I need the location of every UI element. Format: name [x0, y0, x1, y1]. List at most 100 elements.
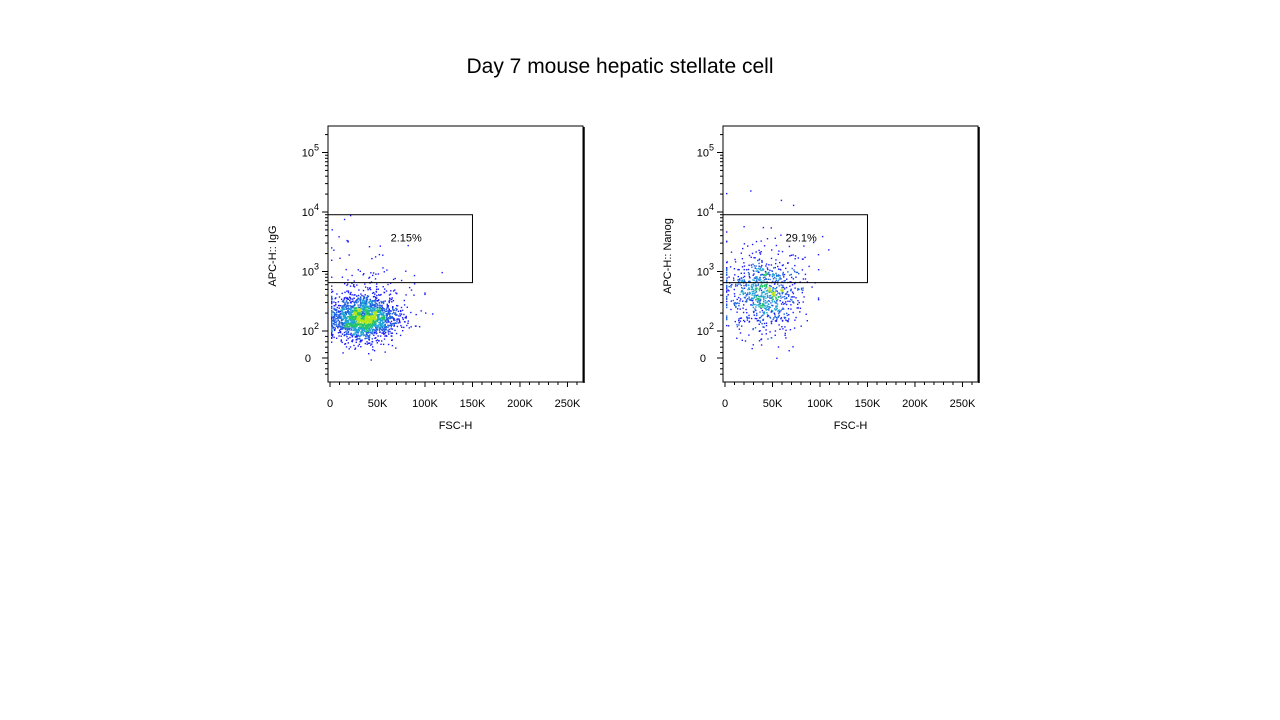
event-dot	[346, 301, 348, 304]
event-dot	[342, 300, 345, 302]
event-dot	[382, 311, 384, 314]
event-dot	[349, 316, 351, 318]
event-dot	[413, 274, 416, 277]
event-dot	[776, 357, 778, 359]
event-dot	[748, 314, 750, 317]
event-dot	[382, 316, 385, 319]
event-dot	[376, 309, 378, 312]
event-dot	[383, 315, 386, 318]
event-dot	[787, 320, 789, 323]
event-dot	[339, 314, 341, 316]
event-dot	[425, 312, 427, 314]
event-dot	[764, 276, 766, 278]
event-dot	[778, 315, 780, 317]
x-tick-label: 100K	[807, 398, 833, 410]
event-dot	[355, 330, 358, 332]
event-dot	[365, 304, 367, 306]
event-dot	[368, 321, 370, 323]
event-dot	[759, 299, 761, 302]
event-dot	[782, 301, 784, 303]
event-dot	[768, 287, 770, 289]
event-dot	[374, 313, 377, 315]
event-dot	[759, 287, 762, 290]
event-dot	[340, 316, 342, 318]
event-dot	[389, 315, 391, 317]
event-dot	[362, 303, 364, 305]
event-dot	[780, 199, 783, 202]
event-dot	[382, 331, 384, 333]
event-dot	[385, 316, 388, 318]
event-dot	[726, 295, 728, 298]
event-dot	[739, 278, 741, 280]
event-dot	[739, 283, 741, 285]
event-dot	[742, 287, 744, 290]
event-dot	[332, 326, 334, 328]
event-dot	[374, 303, 377, 305]
event-dot	[753, 285, 755, 287]
event-dot	[376, 308, 379, 310]
event-dot	[774, 302, 776, 304]
event-dot	[742, 292, 745, 295]
event-dot	[348, 311, 350, 313]
y-tick-label: 10	[697, 207, 709, 219]
event-dot	[758, 265, 760, 268]
event-dot	[743, 284, 745, 287]
event-dot	[741, 289, 743, 292]
event-dot	[760, 274, 763, 276]
event-dot	[770, 285, 772, 288]
event-dot	[738, 269, 740, 271]
event-dot	[789, 329, 792, 331]
event-dot	[768, 284, 771, 287]
event-dot	[799, 307, 802, 309]
event-dot	[359, 316, 361, 318]
event-dot	[360, 334, 362, 337]
event-dot	[783, 313, 785, 315]
event-dot	[395, 309, 397, 312]
event-dot	[374, 293, 376, 295]
event-dot	[377, 318, 380, 320]
event-dot	[353, 284, 355, 286]
event-dot	[762, 304, 764, 306]
event-dot	[781, 291, 783, 294]
event-dot	[349, 324, 351, 326]
event-dot	[775, 298, 777, 300]
x-axis-label: FSC-H	[834, 420, 868, 432]
event-dot	[782, 271, 784, 274]
event-dot	[748, 273, 750, 275]
event-dot	[361, 330, 363, 332]
event-dot	[726, 300, 728, 303]
event-dot	[756, 280, 758, 283]
event-dot	[375, 330, 377, 333]
event-dot	[740, 272, 742, 274]
event-dot	[374, 299, 377, 301]
event-dot	[354, 303, 356, 306]
event-dot	[745, 293, 748, 296]
event-dot	[776, 318, 778, 320]
event-dot	[339, 317, 341, 319]
gate-percentage: 2.15%	[391, 233, 422, 245]
event-dot	[354, 310, 356, 313]
event-dot	[743, 287, 746, 289]
event-dot	[370, 313, 372, 315]
event-dot	[348, 313, 350, 315]
event-dot	[748, 296, 750, 298]
event-dot	[352, 318, 354, 321]
event-dot	[758, 249, 760, 252]
event-dot	[333, 307, 335, 310]
event-dot	[383, 321, 385, 324]
event-dot	[765, 293, 767, 295]
event-dot	[761, 293, 763, 295]
event-dot	[345, 311, 347, 313]
event-dot	[776, 300, 778, 302]
event-dot	[766, 315, 769, 318]
event-dot	[778, 324, 780, 326]
event-dot	[737, 283, 739, 285]
event-dot	[362, 326, 364, 328]
event-dot	[733, 268, 736, 270]
event-dot	[758, 271, 760, 273]
x-tick-label: 50K	[763, 398, 783, 410]
event-dot	[371, 315, 373, 317]
event-dot	[369, 317, 371, 320]
event-dot	[755, 309, 757, 312]
event-dot	[775, 319, 778, 321]
